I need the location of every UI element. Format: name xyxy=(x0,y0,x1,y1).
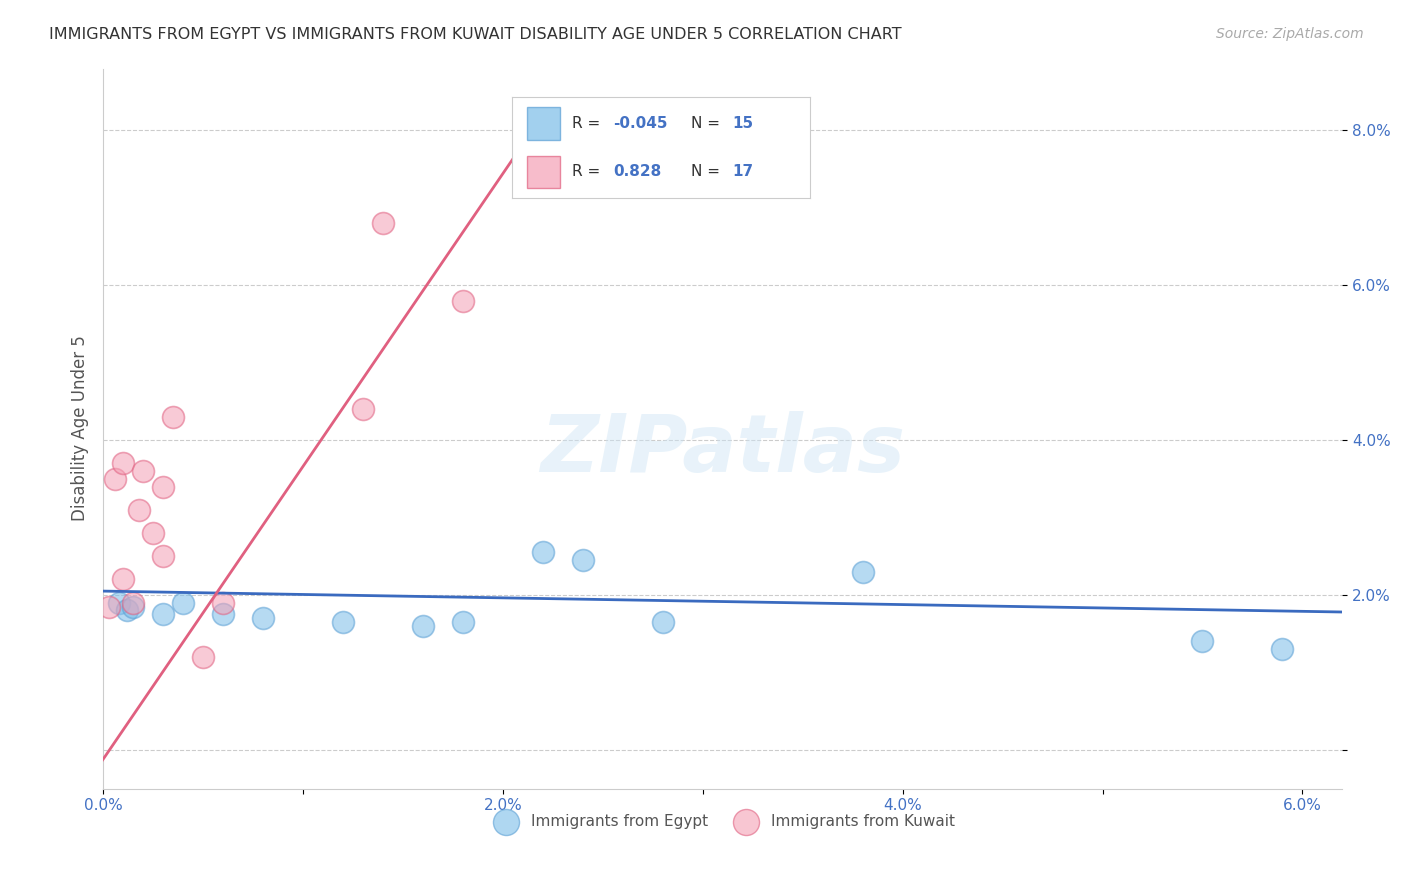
Point xyxy=(152,549,174,564)
Point xyxy=(152,480,174,494)
Point xyxy=(162,409,184,424)
Point xyxy=(132,464,155,478)
Point xyxy=(252,611,274,625)
Point xyxy=(152,607,174,622)
Point xyxy=(451,615,474,629)
Point xyxy=(332,615,354,629)
Text: Source: ZipAtlas.com: Source: ZipAtlas.com xyxy=(1216,27,1364,41)
Text: ZIPatlas: ZIPatlas xyxy=(540,411,905,489)
Point xyxy=(104,472,127,486)
Point xyxy=(115,603,138,617)
Point xyxy=(412,619,434,633)
Point xyxy=(122,599,145,614)
Point xyxy=(212,596,235,610)
Point xyxy=(108,596,131,610)
Point xyxy=(371,216,394,230)
Point xyxy=(1191,634,1213,648)
Point xyxy=(651,615,673,629)
Point xyxy=(122,596,145,610)
Point xyxy=(212,607,235,622)
Point xyxy=(572,553,595,567)
Point xyxy=(531,545,554,559)
Point xyxy=(128,503,150,517)
Point xyxy=(172,596,194,610)
Legend: Immigrants from Egypt, Immigrants from Kuwait: Immigrants from Egypt, Immigrants from K… xyxy=(485,807,960,835)
Text: IMMIGRANTS FROM EGYPT VS IMMIGRANTS FROM KUWAIT DISABILITY AGE UNDER 5 CORRELATI: IMMIGRANTS FROM EGYPT VS IMMIGRANTS FROM… xyxy=(49,27,901,42)
Point xyxy=(531,154,554,169)
Point xyxy=(352,402,374,417)
Point xyxy=(852,565,875,579)
Point xyxy=(112,456,135,470)
Point xyxy=(142,526,165,541)
Point xyxy=(112,573,135,587)
Point xyxy=(98,599,121,614)
Point xyxy=(1271,642,1294,657)
Y-axis label: Disability Age Under 5: Disability Age Under 5 xyxy=(72,335,89,522)
Point xyxy=(191,649,214,664)
Point xyxy=(451,293,474,308)
